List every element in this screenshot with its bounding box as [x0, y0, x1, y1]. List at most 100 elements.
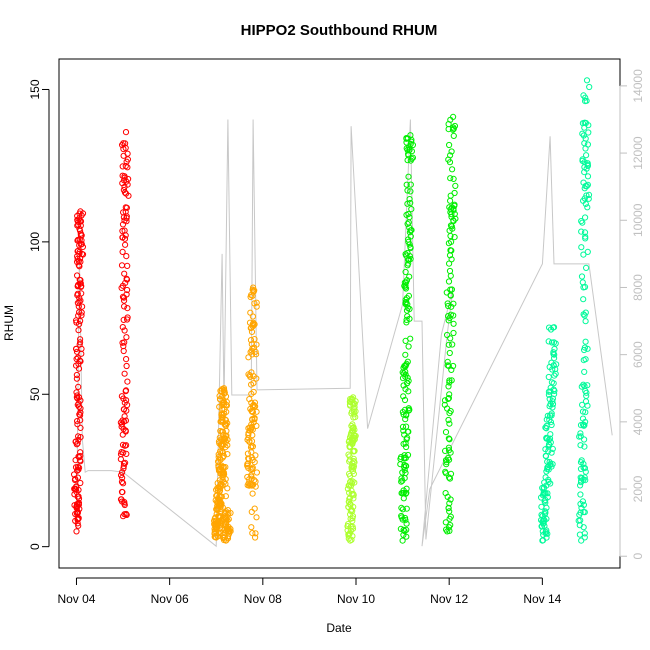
series-2	[344, 394, 359, 544]
data-point	[577, 442, 584, 449]
data-point	[546, 403, 553, 410]
data-point	[452, 182, 459, 189]
data-point	[406, 273, 413, 280]
data-point	[584, 160, 591, 167]
data-point	[222, 393, 230, 400]
data-point	[403, 520, 410, 527]
data-point	[548, 449, 555, 456]
data-point	[252, 452, 259, 459]
data-point	[74, 222, 81, 229]
data-point	[222, 493, 229, 500]
data-point	[253, 341, 260, 348]
data-point	[408, 138, 415, 145]
data-point	[74, 392, 81, 399]
data-point	[446, 436, 453, 443]
data-point	[398, 478, 405, 485]
data-point	[407, 335, 414, 342]
data-point	[552, 370, 559, 377]
data-point	[552, 366, 559, 373]
y2-tick-label: 6000	[631, 341, 645, 368]
data-point	[445, 416, 452, 424]
data-point	[582, 94, 589, 101]
data-point	[121, 370, 128, 377]
data-point	[551, 345, 558, 353]
data-point	[222, 435, 229, 443]
data-point	[250, 287, 257, 294]
data-point	[580, 422, 588, 429]
data-point	[119, 431, 126, 438]
data-point	[445, 240, 452, 247]
data-point	[579, 408, 587, 415]
data-point	[77, 458, 84, 465]
data-point	[251, 402, 258, 409]
y-tick-label: 100	[28, 232, 42, 252]
data-point	[75, 262, 82, 269]
data-point	[444, 300, 451, 307]
data-point	[215, 459, 222, 466]
data-point	[244, 461, 251, 468]
data-point	[250, 401, 257, 408]
data-point	[403, 316, 410, 323]
data-point	[584, 204, 591, 211]
data-point	[549, 404, 556, 411]
data-point	[399, 423, 407, 430]
data-point	[76, 248, 83, 256]
chart-title: HIPPO2 Southbound RHUM	[241, 22, 438, 39]
data-point	[585, 195, 592, 202]
data-point	[407, 199, 414, 207]
data-point	[445, 341, 452, 348]
data-point	[75, 221, 82, 228]
data-point	[74, 421, 81, 428]
data-point	[546, 324, 553, 331]
data-point	[445, 313, 452, 320]
data-point	[349, 513, 357, 520]
data-point	[75, 493, 82, 500]
data-point	[547, 431, 554, 438]
data-point	[77, 449, 84, 456]
data-point	[404, 358, 411, 365]
data-point	[583, 77, 591, 84]
data-point	[244, 450, 251, 457]
data-point	[399, 477, 406, 484]
data-point	[447, 222, 455, 229]
y-tick-label: 150	[28, 79, 42, 99]
data-point	[121, 500, 128, 507]
data-point	[74, 418, 81, 425]
data-point	[448, 256, 455, 263]
data-point	[73, 528, 80, 535]
data-point	[400, 427, 407, 434]
data-point	[542, 452, 549, 459]
data-point	[219, 406, 226, 413]
data-point	[446, 141, 453, 149]
data-point	[223, 432, 230, 439]
data-point	[401, 452, 408, 459]
data-point	[577, 459, 585, 466]
data-point	[446, 527, 453, 535]
data-point	[221, 514, 229, 521]
data-point	[578, 244, 585, 251]
data-point	[445, 455, 452, 462]
data-point	[446, 267, 454, 275]
data-point	[76, 464, 83, 471]
data-point	[77, 283, 85, 290]
data-point	[582, 418, 589, 426]
data-point	[403, 463, 410, 470]
data-point	[76, 276, 83, 283]
data-point	[401, 396, 409, 404]
data-point	[221, 510, 228, 517]
y-tick-label: 50	[28, 387, 42, 401]
data-point	[578, 383, 585, 390]
data-point	[445, 383, 452, 390]
data-point	[542, 424, 549, 431]
data-point	[407, 244, 414, 251]
data-point	[402, 351, 409, 358]
data-point	[122, 241, 129, 248]
data-point	[246, 438, 253, 445]
data-point	[215, 519, 222, 526]
altitude-series-layer	[76, 119, 613, 548]
data-point	[350, 408, 357, 415]
data-point	[451, 210, 458, 218]
data-point	[352, 432, 359, 439]
x-axis-label: Date	[326, 621, 352, 635]
data-point	[118, 478, 126, 486]
